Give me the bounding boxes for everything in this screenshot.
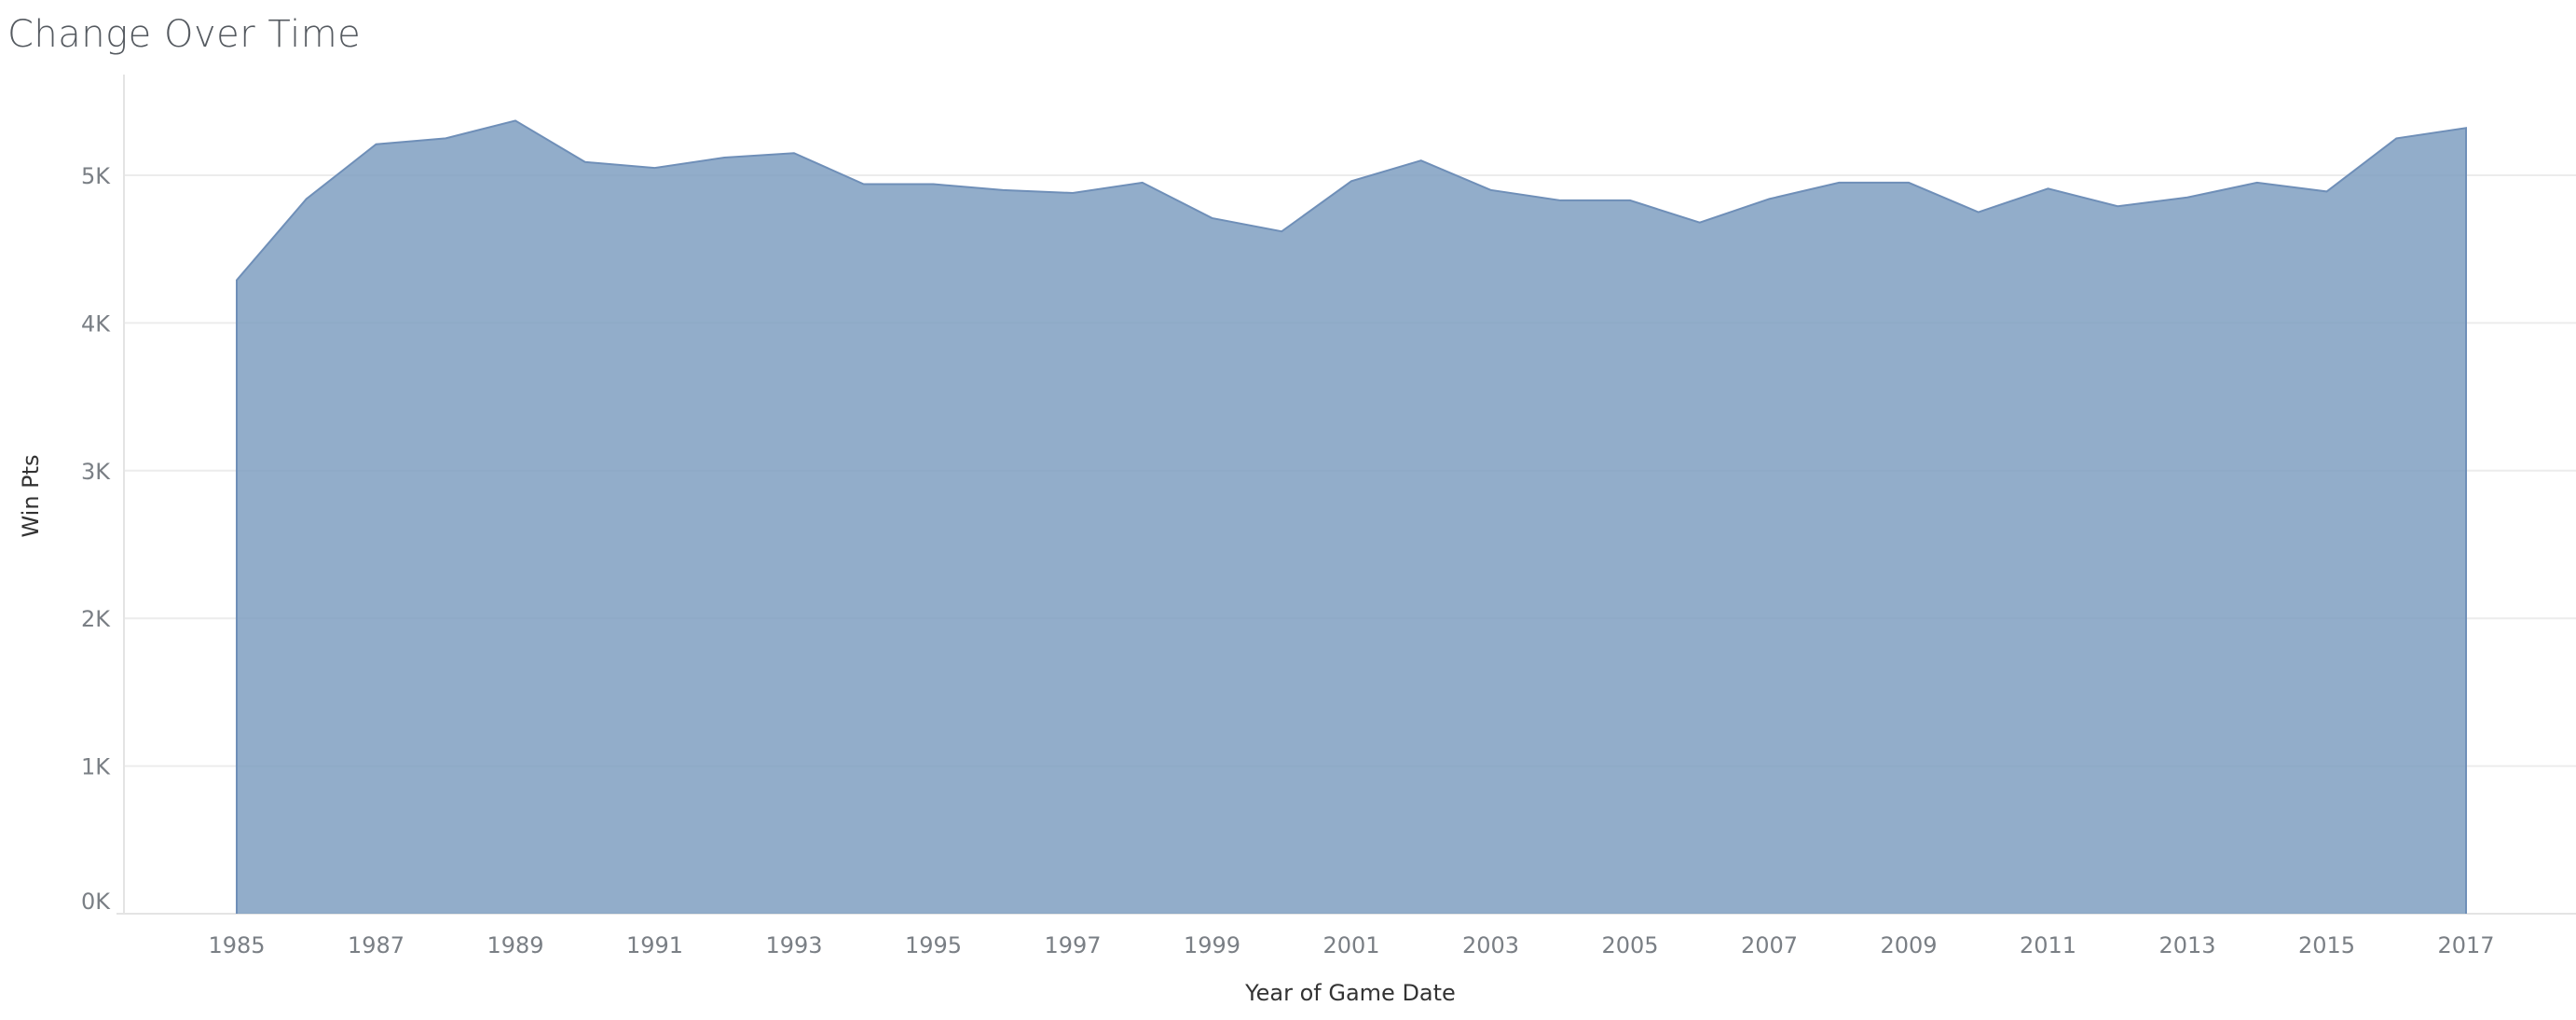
data-point-2017 bbox=[2463, 125, 2469, 131]
data-point-1996 bbox=[1000, 187, 1006, 193]
area-outline bbox=[236, 119, 2467, 914]
x-tick-label: 1993 bbox=[765, 932, 822, 958]
area-fill bbox=[237, 120, 2466, 915]
data-point-2013 bbox=[2185, 195, 2190, 200]
data-point-1999 bbox=[1210, 215, 1215, 221]
y-axis-title: Win Pts bbox=[18, 454, 44, 537]
data-point-1988 bbox=[443, 135, 448, 141]
data-point-2015 bbox=[2324, 188, 2330, 194]
data-point-2007 bbox=[1767, 196, 1773, 201]
data-point-2011 bbox=[2046, 186, 2051, 191]
data-point-1990 bbox=[582, 159, 588, 165]
data-point-1995 bbox=[931, 182, 937, 187]
data-point-1997 bbox=[1070, 190, 1076, 196]
x-tick-label: 1987 bbox=[348, 932, 404, 958]
x-tick-label: 2017 bbox=[2437, 932, 2494, 958]
data-point-2003 bbox=[1488, 187, 1494, 193]
data-point-2012 bbox=[2115, 203, 2120, 209]
data-point-2002 bbox=[1418, 158, 1424, 163]
y-tick-labels: 0K 1K 2K 3K 4K 5K bbox=[81, 163, 111, 915]
chart-title: Change Over Time bbox=[7, 13, 362, 56]
data-point-2005 bbox=[1627, 198, 1633, 203]
x-tick-label: 2003 bbox=[1462, 932, 1519, 958]
y-tick-label: 4K bbox=[81, 310, 111, 337]
data-point-2004 bbox=[1557, 198, 1563, 203]
x-tick-labels: 1985 1987 1989 1991 1993 1995 1997 1999 2001 2003… bbox=[208, 932, 2494, 958]
x-tick-label: 1989 bbox=[486, 932, 543, 958]
y-tick-label: 5K bbox=[81, 163, 111, 189]
data-point-1986 bbox=[304, 196, 309, 201]
data-point-1987 bbox=[374, 142, 379, 147]
x-tick-label: 1999 bbox=[1184, 932, 1240, 958]
y-tick-label: 0K bbox=[81, 889, 111, 915]
data-point-1991 bbox=[652, 165, 658, 171]
data-point-2001 bbox=[1349, 178, 1354, 184]
y-tick-label: 1K bbox=[81, 754, 111, 780]
data-point-2009 bbox=[1906, 180, 1911, 186]
x-axis-title: Year of Game Date bbox=[1244, 980, 1456, 1006]
data-point-2014 bbox=[2254, 180, 2260, 186]
y-tick-label: 3K bbox=[81, 459, 111, 485]
data-point-1998 bbox=[1140, 180, 1145, 186]
x-tick-label: 1995 bbox=[905, 932, 962, 958]
x-tick-label: 2005 bbox=[1601, 932, 1658, 958]
data-point-1994 bbox=[861, 182, 867, 187]
x-tick-label: 2001 bbox=[1322, 932, 1379, 958]
x-tick-label: 2013 bbox=[2158, 932, 2215, 958]
x-tick-label: 1985 bbox=[208, 932, 265, 958]
y-tick-label: 2K bbox=[81, 606, 111, 632]
data-point-1989 bbox=[513, 117, 518, 123]
x-tick-label: 2015 bbox=[2298, 932, 2355, 958]
x-tick-label: 1991 bbox=[626, 932, 683, 958]
data-point-2010 bbox=[1976, 210, 1981, 215]
x-tick-label: 2009 bbox=[1880, 932, 1937, 958]
data-point-2000 bbox=[1279, 228, 1284, 234]
x-tick-label: 1997 bbox=[1044, 932, 1101, 958]
x-tick-label: 2007 bbox=[1741, 932, 1798, 958]
data-point-2008 bbox=[1836, 180, 1842, 186]
data-point-2006 bbox=[1697, 220, 1703, 226]
data-point-1992 bbox=[721, 155, 727, 160]
data-point-1985 bbox=[234, 277, 240, 283]
data-point-2016 bbox=[2393, 135, 2399, 141]
x-tick-label: 2011 bbox=[2020, 932, 2076, 958]
area-series bbox=[234, 117, 2469, 915]
data-point-1993 bbox=[791, 150, 797, 156]
